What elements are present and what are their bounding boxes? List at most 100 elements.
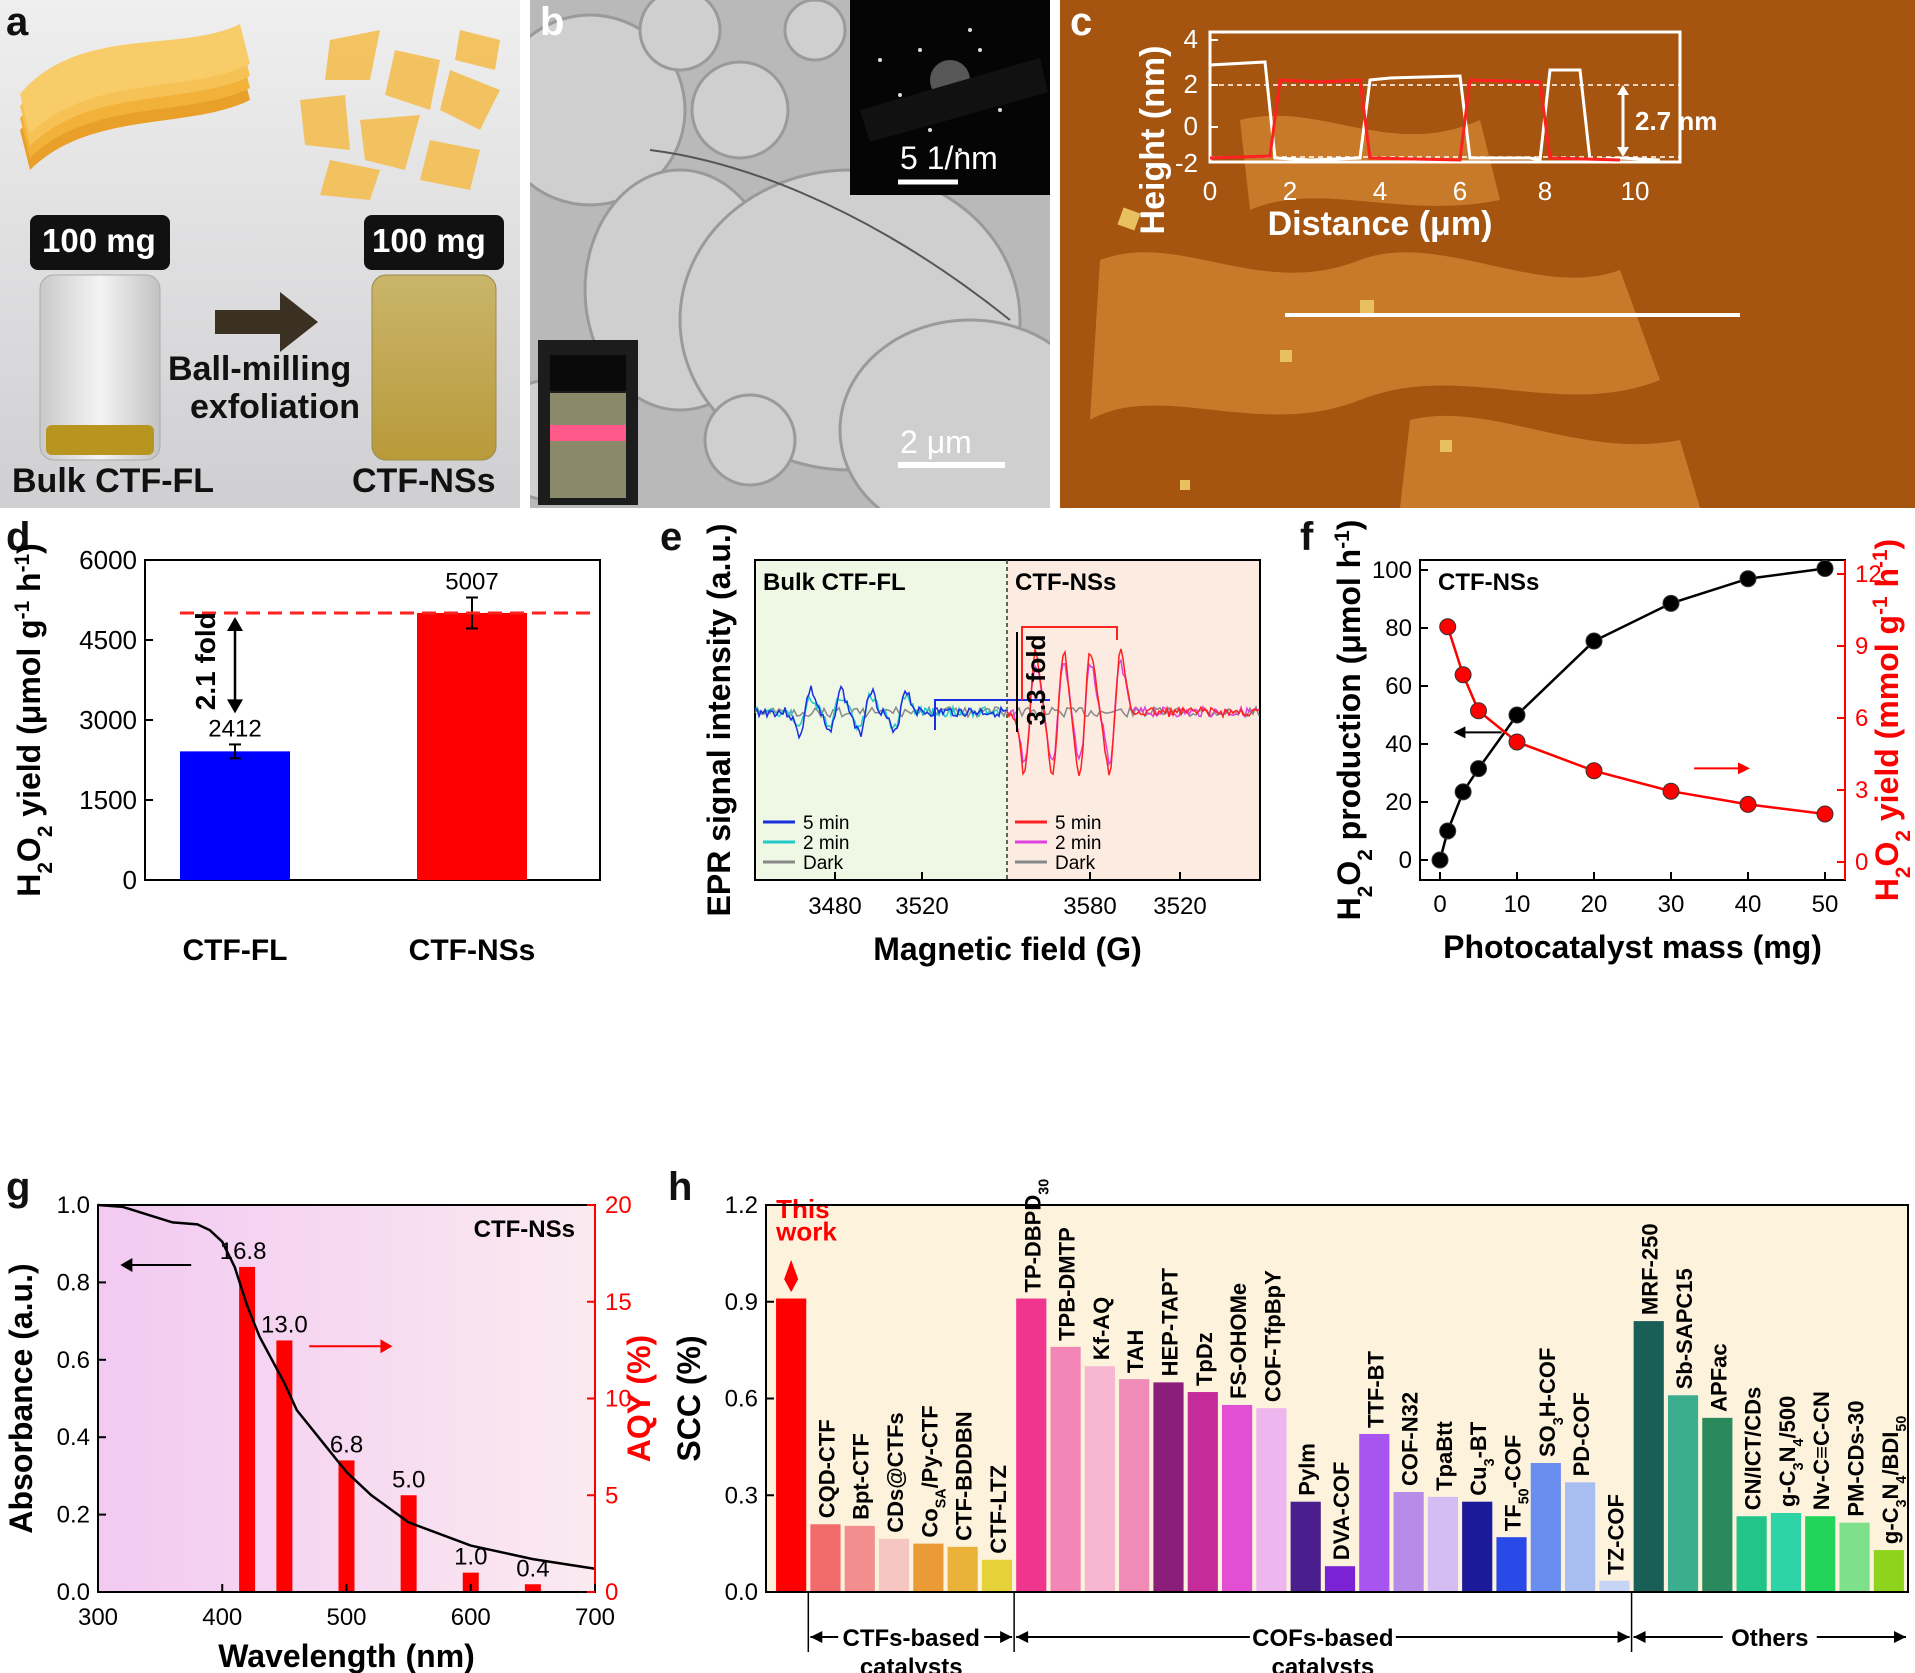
left-trace-5 min: [754, 684, 1008, 740]
afm-ytick-1: 2: [1184, 69, 1198, 99]
scc-bar-COF-TfpBpY: [1256, 1408, 1287, 1592]
group-label: Others: [1731, 1625, 1808, 1652]
data-point-right: [1662, 782, 1680, 800]
aqy-bar-650: [524, 1584, 541, 1592]
left-jar: [39, 274, 161, 461]
scc-bar-label: TPB-DMTP: [1055, 1227, 1080, 1341]
scc-bar-PD-COF: [1565, 1482, 1596, 1592]
scc-bar-APFac: [1702, 1417, 1733, 1592]
scc-bar-label: SO3H-COF: [1535, 1348, 1567, 1457]
fold-arrowhead: [227, 616, 243, 631]
data-point-right: [1470, 702, 1487, 720]
aqy-bar-420: [239, 1266, 256, 1592]
scc-bar-label: FS-OHOMe: [1226, 1283, 1251, 1399]
scc-bar-TZ-COF: [1599, 1580, 1630, 1592]
scc-bar-label: g-C3N4/BDI50: [1878, 1416, 1910, 1544]
right-background: [1007, 560, 1260, 880]
scc-bar-CTF-BDDBN: [947, 1546, 978, 1592]
x-tick-label: 500: [326, 1604, 366, 1631]
scc-bar-label: Cu3-BT: [1466, 1421, 1498, 1495]
y-tick-label: 0.6: [57, 1347, 90, 1374]
scc-bar-label: MRF-250: [1638, 1223, 1663, 1315]
value-label: 5007: [445, 568, 498, 595]
x-axis-label: Magnetic field (G): [873, 931, 1141, 967]
right-legend-label: 5 min: [1055, 813, 1101, 834]
scc-bar-label: Sb-SAPC15: [1672, 1268, 1697, 1389]
process-line1: Ball-milling: [168, 350, 352, 388]
y-tick-label: 0.2: [57, 1502, 90, 1529]
y-axis-label: SCC (%): [671, 1335, 707, 1461]
group-arrowhead: [810, 1631, 823, 1643]
data-point-left: [1454, 783, 1472, 801]
aqy-bar-450: [276, 1340, 293, 1592]
scc-bar-label: TpaBtt: [1432, 1421, 1457, 1491]
y-tick-label: 0.0: [57, 1579, 90, 1606]
scc-bar-label: DVA-COF: [1329, 1462, 1354, 1561]
chart-title: CTF-NSs: [474, 1216, 575, 1243]
afm-xtick-5: 10: [1621, 176, 1650, 206]
data-point-right: [1585, 762, 1603, 780]
height-profile-inset: [1208, 30, 1682, 164]
afm-xtick-4: 8: [1538, 176, 1552, 206]
data-point-right: [1739, 795, 1757, 813]
panel-c: Height (nm) 4 2 0 -2 0 2 4 6 8 10 Distan…: [1060, 0, 1915, 573]
y2-tick-label: 10: [605, 1386, 632, 1413]
y2-tick-label: 0: [1855, 849, 1868, 876]
this-work-marker: [784, 1259, 799, 1293]
y-tick-label: 1.0: [57, 1192, 90, 1219]
x-tick-label: 3580: [1063, 893, 1116, 920]
x-axis-label: Photocatalyst mass (mg): [1443, 929, 1822, 965]
x-tick-label: 400: [202, 1604, 242, 1631]
saed-scale-label: 5 1/nm: [900, 140, 998, 176]
y2-tick-label: 6: [1855, 705, 1868, 732]
group-arrowhead: [1633, 1631, 1646, 1643]
y-tick-label: 0.0: [725, 1579, 758, 1606]
left-legend-label: 2 min: [803, 833, 849, 854]
absorbance-curve: [97, 1203, 596, 1571]
tem-scale-label: 2 μm: [900, 424, 972, 460]
afm-step-label: 2.7 nm: [1635, 106, 1717, 136]
aqy-bar-label: 6.8: [330, 1431, 363, 1458]
left-sample-name: Bulk CTF-FL: [12, 462, 215, 500]
series-line-right: [1446, 626, 1826, 816]
right-legend-label: 2 min: [1055, 833, 1101, 854]
scc-bar-label: Kf-AQ: [1089, 1297, 1114, 1361]
fold-annotation: 2.1 fold: [190, 612, 221, 710]
scc-bar-label: TpDz: [1192, 1332, 1217, 1386]
scc-bar-CQD-CTF: [810, 1524, 841, 1592]
scc-bar-PM-CDs-30: [1839, 1522, 1870, 1592]
y-tick-label: 1500: [79, 785, 137, 815]
group-label-bg: [1249, 1623, 1396, 1651]
x-tick-label: 300: [78, 1604, 118, 1631]
data-point-right: [1816, 805, 1834, 823]
scc-bar-label: CoSA/Py-CTF: [917, 1405, 949, 1537]
data-point-right: [1439, 618, 1457, 636]
panel-a-photo: [0, 0, 520, 508]
fold-arrowhead: [227, 699, 243, 714]
panel-label-d: d: [6, 515, 31, 559]
afm-ytick-2: 0: [1184, 111, 1198, 141]
y2-axis-label: AQY (%): [621, 1335, 657, 1462]
scc-bar-CTF-LTZ: [981, 1559, 1013, 1592]
panel-b-tem: [488, 0, 1102, 542]
right-bracket: [1021, 626, 1118, 700]
series-line-left: [1438, 567, 1826, 861]
scc-bar-Sb-SAPC15: [1667, 1395, 1699, 1592]
scc-bar-TP-DBPD30: [1016, 1298, 1047, 1592]
y-tick-label: 0.6: [725, 1386, 758, 1413]
data-point-left: [1739, 570, 1757, 588]
scc-bar-label: Pylm: [1295, 1443, 1320, 1496]
group-label-line2: catalysts: [1271, 1654, 1374, 1673]
group-arrowhead: [1617, 1631, 1630, 1643]
right-jar-cap: [364, 215, 504, 270]
y2-tick-label: 15: [605, 1289, 632, 1316]
right-trace-Dark: [1006, 704, 1260, 719]
scc-bar-label: COF-TfpBpY: [1260, 1270, 1285, 1402]
scc-bar-TpaBtt: [1427, 1496, 1459, 1592]
group-label-line2: catalysts: [860, 1654, 963, 1673]
y-tick-label: 100: [1372, 557, 1412, 584]
scc-bar-this-work: [776, 1298, 807, 1592]
y-axis-label: H2O2 yield (μmol g-1 h-1): [11, 543, 57, 897]
scc-bar-label: TTF-BT: [1363, 1350, 1388, 1428]
